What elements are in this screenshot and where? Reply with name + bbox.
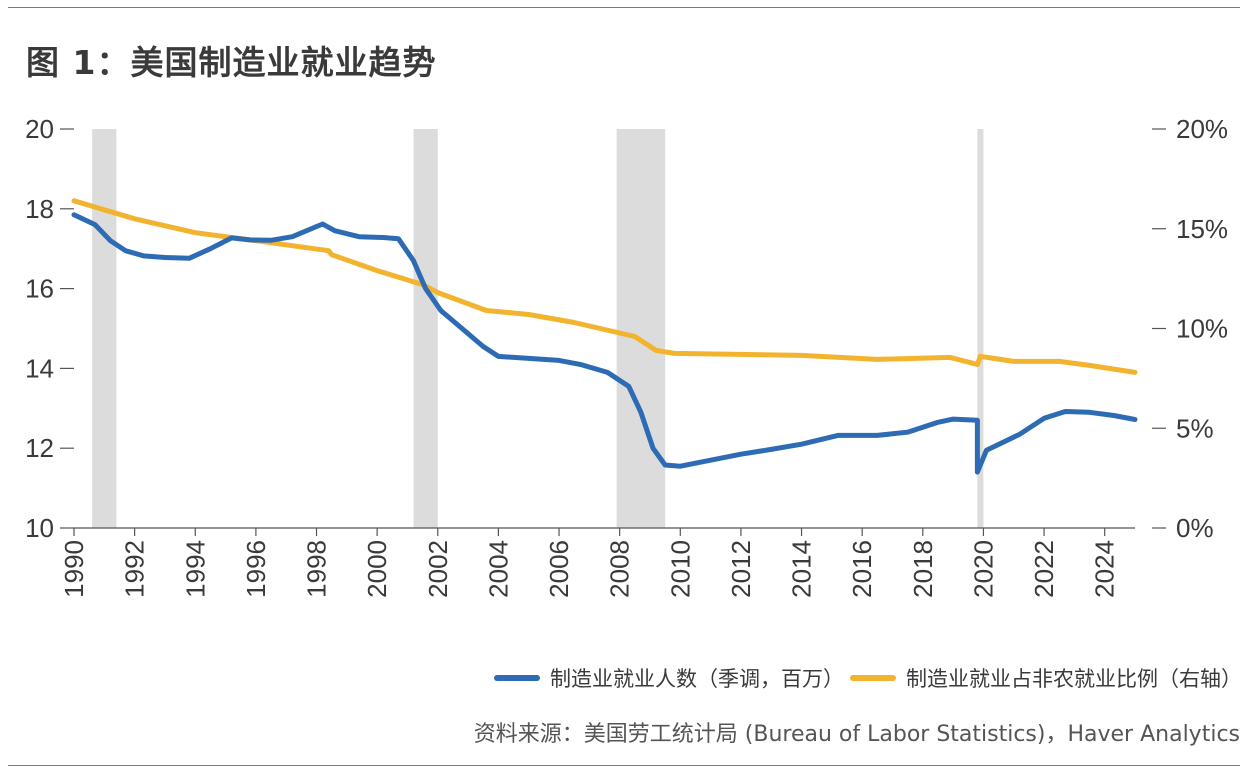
x-tick-label-1996: 1996 xyxy=(241,540,271,598)
top-rule xyxy=(8,7,1240,8)
legend-swatch-share xyxy=(850,675,896,681)
x-tick-label-2020: 2020 xyxy=(968,540,998,598)
chart-plot: 1990 1992 1994 1996 1998 2000 2002 2004 2006 2008… xyxy=(25,114,1228,598)
y-left-tick-label-20: 20 xyxy=(25,114,54,144)
legend-item-share: 制造业就业占非农就业比例（右轴） xyxy=(850,663,1242,693)
y-left-tick-label-12: 12 xyxy=(25,433,54,463)
x-tick-label-2018: 2018 xyxy=(908,540,938,598)
legend: 制造业就业人数（季调，百万） 制造业就业占非农就业比例（右轴） xyxy=(494,663,1242,693)
axes: 1990 1992 1994 1996 1998 2000 2002 2004 2006 2008… xyxy=(25,114,1228,598)
chart-title: 图 1：美国制造业就业趋势 xyxy=(26,43,437,82)
x-tick-label-2016: 2016 xyxy=(847,540,877,598)
x-tick-label-2004: 2004 xyxy=(483,540,513,598)
x-tick-label-1992: 1992 xyxy=(120,540,150,598)
x-tick-label-2024: 2024 xyxy=(1090,540,1120,598)
x-tick-label-2002: 2002 xyxy=(423,540,453,598)
x-tick-label-2022: 2022 xyxy=(1029,540,1059,598)
y-left-tick-label-16: 16 xyxy=(25,274,54,304)
x-tick-label-2008: 2008 xyxy=(605,540,635,598)
series-line-employment xyxy=(71,212,1138,475)
x-tick-label-2000: 2000 xyxy=(362,540,392,598)
x-tick-label-1990: 1990 xyxy=(59,540,89,598)
recession-band-1 xyxy=(413,129,438,528)
legend-item-employment: 制造业就业人数（季调，百万） xyxy=(494,663,844,693)
y-right-tick-label-20%: 20% xyxy=(1176,114,1228,144)
source-note: 资料来源：美国劳工统计局 (Bureau of Labor Statistics… xyxy=(473,722,1240,747)
x-tick-label-2010: 2010 xyxy=(665,540,695,598)
y-right-tick-label-0%: 0% xyxy=(1176,513,1214,543)
legend-label-employment: 制造业就业人数（季调，百万） xyxy=(550,667,844,691)
bottom-rule xyxy=(8,765,1240,766)
y-left-tick-label-10: 10 xyxy=(25,513,54,543)
recession-band-3 xyxy=(977,129,984,528)
series-lines xyxy=(71,198,1138,475)
y-right-tick-label-10%: 10% xyxy=(1176,314,1228,344)
legend-swatch-employment xyxy=(494,675,540,681)
x-tick-label-2006: 2006 xyxy=(544,540,574,598)
series-line-share xyxy=(71,198,1138,375)
recession-band-0 xyxy=(92,129,117,528)
y-right-tick-label-15%: 15% xyxy=(1176,214,1228,244)
recession-band-2 xyxy=(616,129,666,528)
y-right-tick-label-5%: 5% xyxy=(1176,413,1214,443)
recession-bands xyxy=(92,129,984,528)
y-left-tick-label-14: 14 xyxy=(25,353,54,383)
x-tick-label-1998: 1998 xyxy=(302,540,332,598)
x-tick-label-1994: 1994 xyxy=(180,540,210,598)
x-tick-label-2012: 2012 xyxy=(726,540,756,598)
legend-label-share: 制造业就业占非农就业比例（右轴） xyxy=(906,667,1242,691)
x-tick-label-2014: 2014 xyxy=(787,540,817,598)
y-left-tick-label-18: 18 xyxy=(25,194,54,224)
